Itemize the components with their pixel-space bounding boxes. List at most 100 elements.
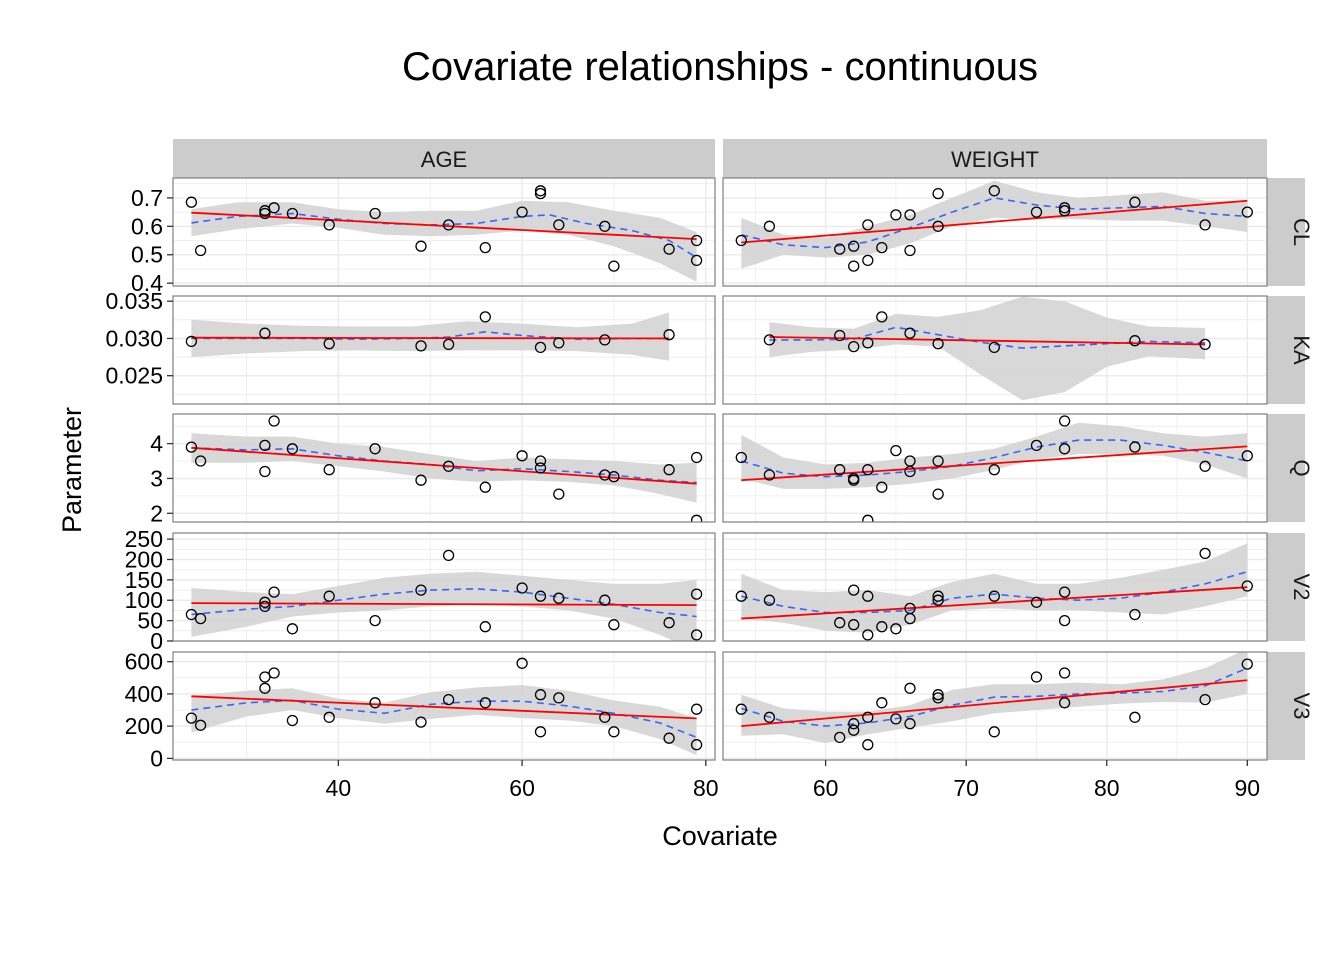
- data-point-age-cl-17: [663, 243, 675, 255]
- data-point-age-cl-16: [608, 260, 620, 272]
- strip-label-ka: KA: [1289, 335, 1314, 365]
- data-point-age-v2-5: [286, 623, 299, 635]
- panel-plot-area-age-v2: [185, 549, 703, 641]
- data-point-weight-ka-3: [862, 337, 874, 349]
- data-point-weight-v3-3: [848, 724, 860, 736]
- panel-border-age-ka: [172, 295, 716, 405]
- panel-border-weight-q: [722, 413, 1268, 523]
- data-point-age-cl-15: [599, 220, 611, 232]
- data-point-age-cl-5: [286, 207, 299, 220]
- panel-age-q: [172, 413, 716, 523]
- data-point-weight-cl-12: [932, 220, 944, 232]
- y-tick-label-cl-3: 0.7: [131, 185, 163, 211]
- y-tick-label-ka-0: 0.025: [105, 363, 163, 389]
- data-point-weight-q-7: [876, 481, 888, 493]
- data-point-age-cl-1: [194, 244, 207, 257]
- y-tick-label-v2-4: 200: [125, 546, 163, 572]
- x-tick-label-weight-2: 80: [1094, 775, 1120, 801]
- data-point-age-cl-6: [323, 219, 335, 231]
- data-point-age-v2-7: [369, 614, 381, 627]
- data-point-weight-v3-11: [932, 689, 944, 701]
- strip-label-q: Q: [1289, 459, 1314, 476]
- data-point-age-q-9: [442, 460, 455, 472]
- data-point-age-v2-15: [608, 619, 620, 631]
- panel-age-v3: [172, 651, 716, 761]
- y-tick-label-v3-3: 600: [125, 649, 163, 675]
- data-point-weight-cl-11: [932, 187, 944, 200]
- panel-border-weight-ka: [722, 295, 1268, 405]
- panel-border-age-v3: [172, 651, 716, 761]
- x-tick-label-weight-3: 90: [1235, 775, 1261, 801]
- data-point-weight-v3-13: [988, 726, 1000, 738]
- data-point-weight-q-0: [735, 451, 747, 464]
- data-point-weight-v2-16: [1058, 614, 1071, 627]
- confidence-band-age-ka: [191, 312, 670, 361]
- linear-fit-age-ka: [191, 336, 670, 340]
- data-point-age-v2-6: [323, 590, 335, 602]
- loess-fit-age-ka: [191, 330, 670, 341]
- data-point-age-cl-13: [534, 185, 547, 197]
- data-point-weight-v2-12: [932, 594, 944, 606]
- data-point-age-v3-7: [369, 697, 381, 709]
- data-point-age-v3-13: [534, 726, 547, 738]
- loess-fit-age-cl: [191, 212, 698, 259]
- y-tick-label-q-2: 4: [150, 431, 163, 457]
- panel-plot-area-age-q: [185, 415, 703, 522]
- data-point-age-q-14: [553, 488, 565, 500]
- panel-age-cl: [172, 177, 716, 287]
- data-point-age-ka-0: [185, 335, 198, 348]
- data-point-age-q-13: [534, 462, 547, 474]
- data-point-weight-v2-19: [1241, 580, 1253, 592]
- facet-grid: AGE WEIGHT CL KA Q V2 V3 0.40.5 0.60.7 0.025 0.030…: [105, 139, 1314, 801]
- data-point-age-q-5: [286, 443, 299, 455]
- data-point-age-v2-3: [259, 600, 271, 613]
- data-point-weight-v2-7: [876, 621, 888, 633]
- data-point-age-cl-18: [690, 234, 703, 247]
- panel-border-age-q: [172, 413, 716, 523]
- data-point-weight-cl-4: [848, 260, 860, 272]
- data-point-weight-q-11: [932, 455, 944, 467]
- data-point-weight-cl-2: [834, 243, 846, 255]
- data-point-weight-v3-7: [876, 697, 888, 709]
- data-point-weight-cl-0: [735, 234, 747, 247]
- data-point-weight-cl-8: [890, 209, 902, 221]
- strip-q: [1267, 414, 1305, 522]
- data-point-age-v2-11: [516, 582, 528, 594]
- data-point-weight-v2-18: [1199, 547, 1211, 560]
- data-point-weight-cl-7: [876, 241, 888, 254]
- data-point-weight-q-8: [890, 444, 902, 457]
- data-point-weight-v3-9: [904, 682, 916, 694]
- data-point-age-q-12: [534, 455, 547, 467]
- data-point-age-q-11: [516, 450, 528, 462]
- data-point-age-cl-19: [690, 254, 703, 267]
- data-point-age-v2-1: [194, 612, 207, 625]
- panel-plot-area-weight-q: [735, 415, 1253, 522]
- data-point-age-q-7: [369, 443, 381, 455]
- data-point-age-v2-10: [479, 621, 491, 633]
- data-point-weight-cl-6: [862, 254, 874, 267]
- data-point-weight-q-10: [904, 465, 916, 478]
- data-point-weight-v2-6: [862, 629, 874, 641]
- data-point-age-ka-4: [442, 338, 455, 351]
- data-point-weight-v2-17: [1129, 608, 1141, 621]
- data-point-weight-v3-8: [890, 713, 902, 725]
- data-point-age-ka-8: [599, 334, 611, 346]
- x-tick-label-age-1: 60: [509, 775, 535, 801]
- data-point-age-v3-10: [479, 697, 491, 709]
- data-point-age-v3-12: [534, 689, 547, 701]
- data-point-weight-cl-15: [1058, 205, 1071, 217]
- data-point-age-q-0: [185, 441, 198, 453]
- data-point-weight-cl-18: [1199, 219, 1211, 231]
- loess-fit-weight-cl: [741, 197, 1248, 249]
- data-point-age-ka-5: [479, 311, 491, 323]
- y-tick-label-q-1: 3: [150, 465, 163, 491]
- strip-ka: [1267, 296, 1305, 404]
- data-point-weight-cl-5: [862, 219, 874, 231]
- data-point-weight-q-16: [1058, 443, 1071, 455]
- data-point-weight-v3-19: [1241, 658, 1253, 670]
- y-tick-label-ka-2: 0.035: [105, 288, 163, 314]
- panel-plot-area-age-ka: [185, 311, 675, 361]
- data-point-age-v2-17: [690, 588, 703, 600]
- data-point-age-cl-4: [268, 202, 280, 214]
- data-point-age-q-1: [194, 455, 207, 467]
